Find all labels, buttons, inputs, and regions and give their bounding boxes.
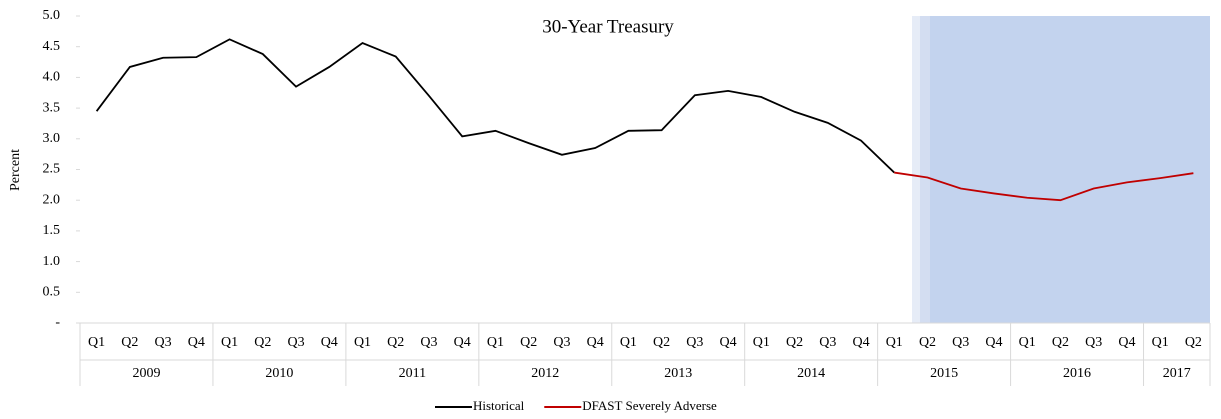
x-tick-label: Q2 — [254, 335, 271, 350]
y-tick-label: 5.0 — [43, 8, 61, 23]
y-tick-label: - — [55, 315, 60, 330]
scenario-shade-light — [912, 16, 920, 323]
x-tick-label: Q4 — [985, 335, 1002, 350]
scenario-shade-mid — [920, 16, 930, 323]
x-tick-label: Q2 — [121, 335, 138, 350]
x-tick-label: Q4 — [720, 335, 737, 350]
y-tick-label: 2.5 — [43, 162, 61, 177]
year-label: 2010 — [265, 366, 293, 381]
x-tick-label: Q1 — [1152, 335, 1169, 350]
year-label: 2017 — [1163, 366, 1191, 381]
x-tick-label: Q4 — [587, 335, 604, 350]
x-tick-label: Q1 — [1019, 335, 1036, 350]
series-line — [95, 38, 895, 174]
x-tick-label: Q2 — [919, 335, 936, 350]
y-tick-label: 0.5 — [43, 285, 61, 300]
scenario-shade — [930, 16, 1210, 323]
chart-title: 30-Year Treasury — [542, 16, 674, 37]
x-tick-label: Q3 — [952, 335, 969, 350]
x-tick-label: Q1 — [886, 335, 903, 350]
y-tick-label: 2.0 — [43, 192, 61, 207]
x-tick-label: Q1 — [354, 335, 371, 350]
x-tick-label: Q3 — [819, 335, 836, 350]
x-tick-label: Q1 — [221, 335, 238, 350]
year-label: 2016 — [1063, 366, 1091, 381]
legend-label: Historical — [473, 398, 525, 413]
y-tick-label: 4.0 — [43, 70, 61, 85]
x-tick-label: Q2 — [653, 335, 670, 350]
x-tick-label: Q2 — [1052, 335, 1069, 350]
y-tick-label: 1.5 — [43, 223, 61, 238]
x-tick-label: Q2 — [1185, 335, 1202, 350]
year-label: 2014 — [797, 366, 825, 381]
x-tick-label: Q3 — [1085, 335, 1102, 350]
x-tick-label: Q4 — [852, 335, 869, 350]
y-tick-label: 3.0 — [43, 131, 61, 146]
x-tick-label: Q1 — [88, 335, 105, 350]
x-tick-label: Q3 — [420, 335, 437, 350]
x-tick-label: Q4 — [188, 335, 205, 350]
x-tick-label: Q3 — [686, 335, 703, 350]
x-tick-label: Q1 — [753, 335, 770, 350]
series-line — [894, 171, 1194, 202]
x-tick-label: Q3 — [155, 335, 172, 350]
y-axis-label: Percent — [8, 149, 23, 191]
year-label: 2009 — [132, 366, 160, 381]
y-tick-label: 1.0 — [43, 254, 61, 269]
x-tick-label: Q2 — [520, 335, 537, 350]
x-tick-label: Q4 — [454, 335, 471, 350]
x-tick-label: Q1 — [620, 335, 637, 350]
x-tick-label: Q2 — [786, 335, 803, 350]
x-tick-label: Q3 — [287, 335, 304, 350]
x-tick-label: Q2 — [387, 335, 404, 350]
y-tick-label: 3.5 — [43, 100, 61, 115]
x-tick-label: Q3 — [553, 335, 570, 350]
x-tick-label: Q4 — [1118, 335, 1135, 350]
y-tick-label: 4.5 — [43, 39, 61, 54]
x-tick-label: Q1 — [487, 335, 504, 350]
year-label: 2013 — [664, 366, 692, 381]
year-label: 2011 — [399, 366, 426, 381]
x-tick-label: Q4 — [321, 335, 338, 350]
year-label: 2015 — [930, 366, 958, 381]
legend-label: DFAST Severely Adverse — [582, 398, 717, 413]
year-label: 2012 — [531, 366, 559, 381]
